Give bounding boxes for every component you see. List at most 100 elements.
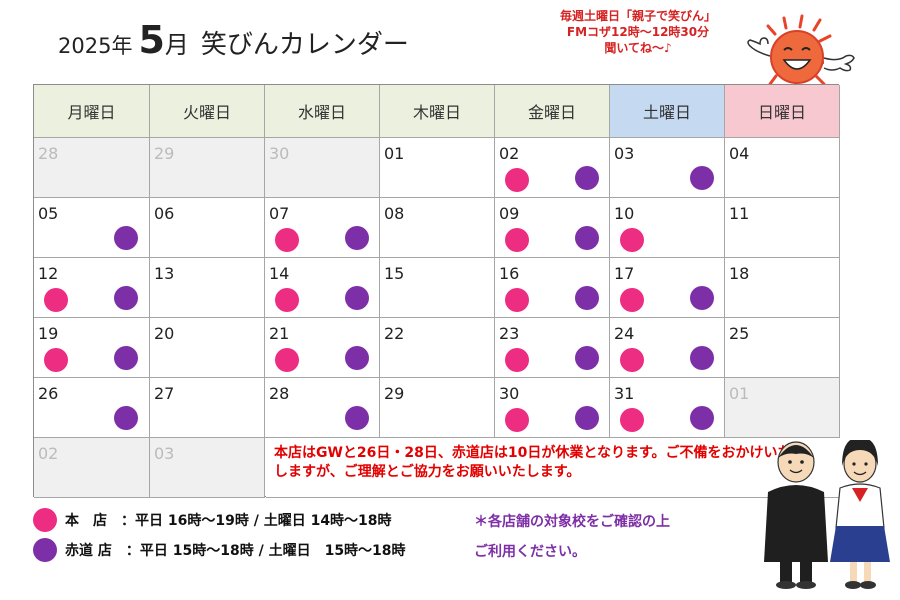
day-number: 30 (499, 384, 520, 403)
day-number: 21 (269, 324, 290, 343)
calendar-day-cell: 04 (725, 138, 840, 198)
day-number: 19 (38, 324, 59, 343)
calendar-day-cell: 17 (610, 258, 725, 318)
calendar-day-cell: 14 (265, 258, 380, 318)
day-number: 29 (384, 384, 405, 403)
calendar-day-cell: 02 (34, 438, 150, 498)
calendar-day-cell: 30 (495, 378, 610, 438)
akamichi-open-dot-icon (114, 406, 138, 430)
calendar-grid: 03 02 01 31 30 29 28 27 26 25 24 23 22 21 20 19 18 17 16 15… (33, 84, 840, 498)
note-line1: ＊各店舗の対象校をご確認の上 (474, 514, 670, 530)
radio-notice-line2: FMコザ12時～12時30分 (566, 25, 710, 39)
day-number: 31 (614, 384, 635, 403)
year-label: 2025年 (58, 34, 133, 58)
honten-open-dot-icon (620, 348, 644, 372)
akamichi-open-dot-icon (114, 226, 138, 250)
calendar-day-cell: 10 (610, 198, 725, 258)
honten-open-dot-icon (505, 168, 529, 192)
calendar-day-cell: 31 (610, 378, 725, 438)
day-number: 07 (269, 204, 290, 223)
akamichi-open-dot-icon (575, 166, 599, 190)
akamichi-open-dot-icon (345, 226, 369, 250)
akamichi-open-dot-icon (575, 286, 599, 310)
day-number: 12 (38, 264, 59, 283)
honten-open-dot-icon (505, 408, 529, 432)
day-number: 01 (729, 384, 750, 403)
weekday-header-6: 日曜日 (725, 85, 840, 138)
akamichi-open-dot-icon (114, 346, 138, 370)
akamichi-open-dot-icon (114, 286, 138, 310)
calendar-day-cell: 23 (495, 318, 610, 378)
calendar-day-cell: 01 (725, 378, 840, 438)
day-number: 28 (38, 144, 59, 163)
calendar-day-cell: 16 (495, 258, 610, 318)
akamichi-dot-icon (33, 538, 57, 562)
calendar-day-cell: 29 (380, 378, 495, 438)
calendar-day-cell: 09 (495, 198, 610, 258)
day-number: 27 (154, 384, 175, 403)
day-number: 30 (269, 144, 290, 163)
akamichi-open-dot-icon (690, 346, 714, 370)
akamichi-open-dot-icon (690, 406, 714, 430)
weekday-header-4: 金曜日 (495, 85, 610, 138)
akamichi-open-dot-icon (575, 346, 599, 370)
day-number: 13 (154, 264, 175, 283)
day-number: 04 (729, 144, 750, 163)
calendar-day-cell: 28 (265, 378, 380, 438)
calendar-day-cell: 15 (380, 258, 495, 318)
calendar-day-cell: 02 (495, 138, 610, 198)
day-number: 25 (729, 324, 750, 343)
legend-honten-hours: 本 店 ：平日 16時～19時 / 土曜日 14時～18時 (65, 513, 392, 529)
weekday-header-2: 水曜日 (265, 85, 380, 138)
honten-open-dot-icon (275, 228, 299, 252)
calendar-day-cell: 21 (265, 318, 380, 378)
calendar-day-cell: 25 (725, 318, 840, 378)
day-number: 20 (154, 324, 175, 343)
calendar-day-cell: 01 (380, 138, 495, 198)
calendar-day-cell: 24 (610, 318, 725, 378)
closure-message: 本店はGWと26日・28日、赤道店は10日が休業となります。ご不備をおかけいたし… (274, 445, 792, 480)
day-number: 01 (384, 144, 405, 163)
weekday-header-5: 土曜日 (610, 85, 725, 138)
honten-open-dot-icon (505, 348, 529, 372)
honten-open-dot-icon (620, 228, 644, 252)
day-number: 14 (269, 264, 290, 283)
sun-mascot-illustration (747, 14, 855, 94)
page-title: 2025年 5 月 笑びんカレンダー (58, 18, 409, 68)
legend-honten: 本 店 ：平日 16時～19時 / 土曜日 14時～18時 (33, 507, 392, 533)
weekday-header-3: 木曜日 (380, 85, 495, 138)
honten-open-dot-icon (620, 408, 644, 432)
calendar-day-cell: 13 (150, 258, 265, 318)
students-illustration (764, 440, 890, 589)
calendar-day-cell: 12 (34, 258, 150, 318)
calendar-day-cell: 26 (34, 378, 150, 438)
calendar-day-cell: 20 (150, 318, 265, 378)
day-number: 26 (38, 384, 59, 403)
honten-open-dot-icon (44, 288, 68, 312)
calendar-day-cell: 18 (725, 258, 840, 318)
calendar-day-cell: 08 (380, 198, 495, 258)
calendar-day-cell: 27 (150, 378, 265, 438)
akamichi-open-dot-icon (345, 286, 369, 310)
akamichi-open-dot-icon (345, 406, 369, 430)
calendar-day-cell: 30 (265, 138, 380, 198)
honten-open-dot-icon (505, 288, 529, 312)
day-number: 28 (269, 384, 290, 403)
day-number: 09 (499, 204, 520, 223)
calendar-day-cell: 06 (150, 198, 265, 258)
day-number: 06 (154, 204, 175, 223)
day-number: 17 (614, 264, 635, 283)
closure-notice: 本店はGWと26日・28日、赤道店は10日が休業となります。ご不備をおかけいたし… (266, 438, 840, 498)
day-number: 08 (384, 204, 405, 223)
calendar-day-cell: 05 (34, 198, 150, 258)
day-number: 29 (154, 144, 175, 163)
day-number: 02 (38, 444, 59, 463)
day-number: 16 (499, 264, 520, 283)
month-label: 月 (164, 31, 189, 59)
calendar-day-cell: 07 (265, 198, 380, 258)
day-number: 11 (729, 204, 750, 223)
honten-open-dot-icon (275, 348, 299, 372)
note-line2: ご利用ください。 (474, 544, 586, 560)
akamichi-open-dot-icon (690, 286, 714, 310)
calendar-day-cell: 29 (150, 138, 265, 198)
